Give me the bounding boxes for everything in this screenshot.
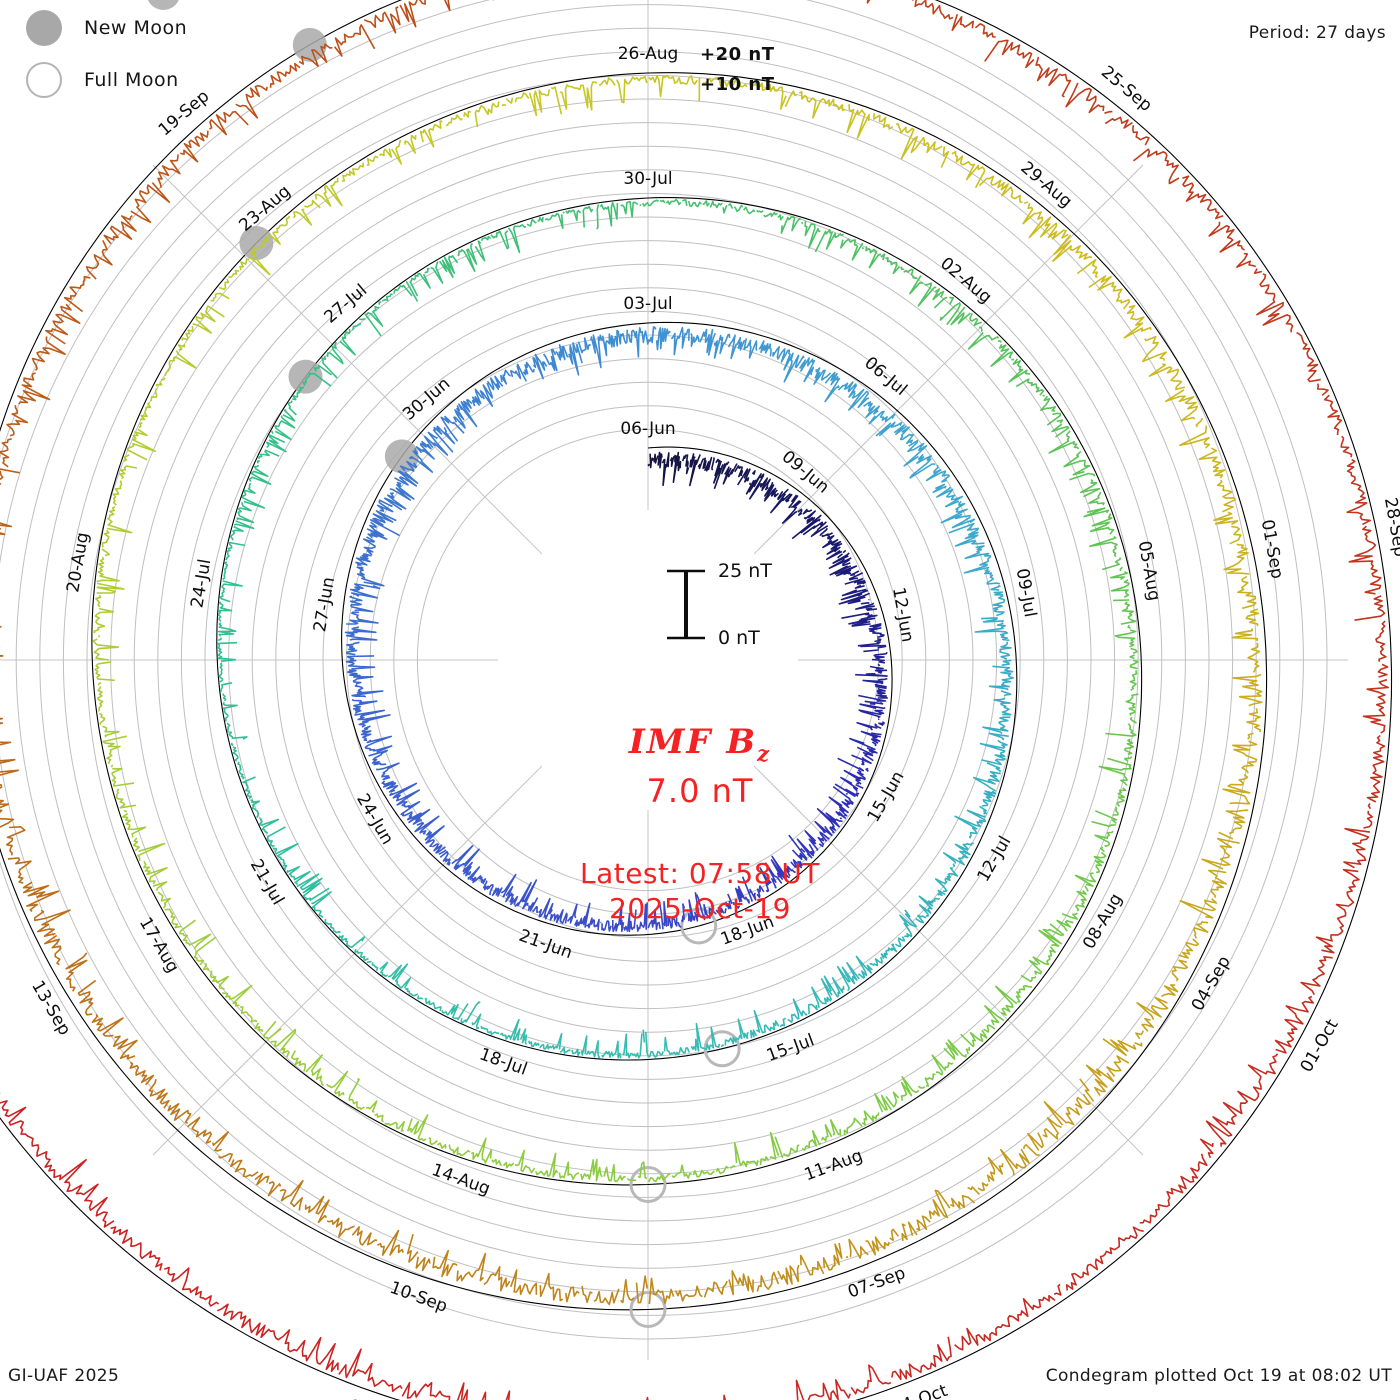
date-tick-label: 20-Aug <box>63 531 93 594</box>
date-tick-label: 01-Sep <box>1257 518 1287 580</box>
date-tick-label: 03-Jul <box>623 294 672 314</box>
date-tick-label: 05-Aug <box>1134 539 1164 602</box>
moon-phase-markers <box>147 0 741 1328</box>
plotted-timestamp-label: Condegram plotted Oct 19 at 08:02 UT <box>1045 1366 1392 1386</box>
date-tick-label: 28-Sep <box>1380 496 1400 558</box>
date-tick-label: 25-Sep <box>1097 62 1156 116</box>
date-tick-label: 01-Oct <box>1297 1016 1343 1076</box>
date-tick-label: 14-Aug <box>429 1160 493 1199</box>
date-tick-label: 26-Aug <box>618 44 679 64</box>
legend-label-new-moon: New Moon <box>84 17 188 39</box>
ring-label-10nt: +10 nT <box>700 74 775 95</box>
date-tick-label: 23-Aug <box>235 181 294 235</box>
date-tick-label: 12-Jun <box>888 586 917 644</box>
date-tick-label: 06-Jun <box>620 419 675 439</box>
period-label: Period: 27 days <box>1248 23 1386 43</box>
ring-label-20nt: +20 nT <box>700 44 775 65</box>
full-moon-icon <box>26 62 62 98</box>
date-tick-label: 09-Jun <box>778 447 833 498</box>
date-tick-label: 19-Sep <box>155 86 214 140</box>
date-tick-label: 04-Oct <box>889 1381 950 1400</box>
date-tick-label: 27-Jun <box>310 576 339 634</box>
credit-label: GI-UAF 2025 <box>8 1366 120 1386</box>
date-tick-label: 13-Sep <box>27 977 74 1039</box>
latest-readout: Latest: 07:58 UT 2025-Oct-19 <box>0 856 1400 926</box>
date-tick-label: 30-Jul <box>623 169 672 189</box>
radial-gridlines <box>0 0 1348 1360</box>
date-tick-label: 09-Jul <box>1012 567 1040 619</box>
scalebar-top-label: 25 nT <box>718 560 772 582</box>
legend-label-full-moon: Full Moon <box>84 69 179 91</box>
scale-bar <box>667 569 705 640</box>
date-tick-label: 21-Jun <box>516 926 575 964</box>
legend-item-new-moon: New Moon <box>26 10 187 46</box>
ring-gridlines <box>0 0 1328 1340</box>
date-tick-label: 10-Sep <box>387 1278 450 1317</box>
latest-time: Latest: 07:58 UT <box>579 857 821 890</box>
date-tick-label: 24-Jun <box>352 790 397 848</box>
scalebar-bottom-label: 0 nT <box>718 627 760 649</box>
date-tick-label: 29-Aug <box>1016 158 1075 212</box>
legend-item-full-moon: Full Moon <box>26 62 179 98</box>
new-moon-icon <box>26 10 62 46</box>
date-tick-label: 04-Sep <box>1188 953 1235 1015</box>
date-tick-label: 18-Jul <box>477 1044 530 1079</box>
latest-date: 2025-Oct-19 <box>609 892 791 925</box>
date-tick-label: 15-Jun <box>864 768 909 826</box>
